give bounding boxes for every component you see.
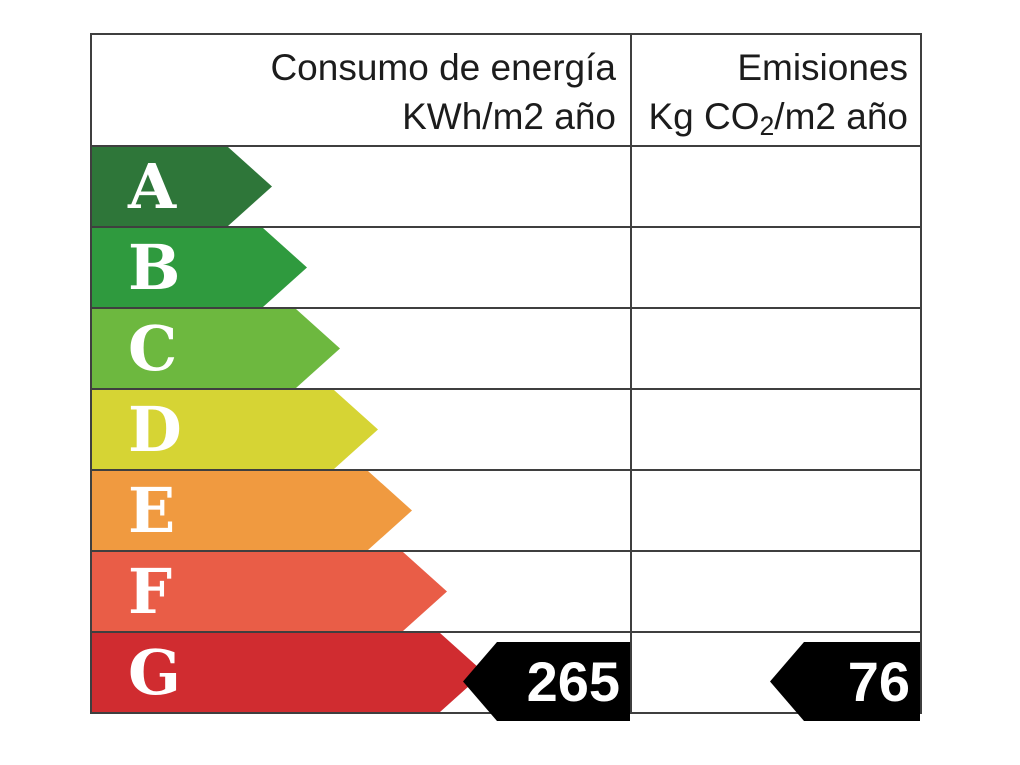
rating-arrow-b: B bbox=[92, 228, 307, 307]
rating-arrow-g: G bbox=[92, 633, 484, 712]
rating-letter-b: B bbox=[128, 230, 181, 304]
rating-letter-g: G bbox=[128, 635, 181, 709]
rating-arrow-e: E bbox=[92, 471, 412, 550]
energy-label-table: Consumo de energía KWh/m2 año Emisiones … bbox=[90, 33, 922, 721]
rating-letter-c: C bbox=[128, 311, 178, 385]
rating-arrow-c: C bbox=[92, 309, 340, 388]
consumption-value: 265 bbox=[526, 649, 620, 713]
rating-letter-a: A bbox=[128, 149, 177, 223]
emissions-header-line2: Kg CO2/m2 año bbox=[648, 96, 908, 141]
consumption-column-header: Consumo de energía KWh/m2 año bbox=[92, 35, 632, 145]
scale-row-g: G 265 76 bbox=[92, 631, 920, 721]
consumption-header-line2: KWh/m2 año bbox=[402, 96, 616, 137]
consumption-header-line1: Consumo de energía bbox=[270, 47, 616, 88]
table-header: Consumo de energía KWh/m2 año Emisiones … bbox=[92, 35, 920, 145]
rating-arrow-d: D bbox=[92, 390, 378, 469]
scale-row-d: D bbox=[92, 388, 920, 469]
emissions-value: 76 bbox=[847, 649, 910, 713]
column-divider bbox=[630, 35, 632, 712]
consumption-value-indicator: 265 bbox=[463, 642, 630, 721]
emissions-column-header: Emisiones Kg CO2/m2 año bbox=[632, 35, 920, 145]
co2-subscript: 2 bbox=[759, 110, 775, 141]
rating-letter-e: E bbox=[128, 473, 176, 547]
scale-row-f: F bbox=[92, 550, 920, 631]
rating-arrow-f: F bbox=[92, 552, 447, 631]
emissions-value-indicator: 76 bbox=[770, 642, 920, 721]
scale-row-a: A bbox=[92, 145, 920, 226]
rating-letter-f: F bbox=[128, 554, 173, 628]
emissions-header-line1: Emisiones bbox=[737, 47, 908, 88]
scale-row-c: C bbox=[92, 307, 920, 388]
scale-row-b: B bbox=[92, 226, 920, 307]
rating-arrow-a: A bbox=[92, 147, 272, 226]
scale-row-e: E bbox=[92, 469, 920, 550]
rating-letter-d: D bbox=[128, 392, 182, 466]
